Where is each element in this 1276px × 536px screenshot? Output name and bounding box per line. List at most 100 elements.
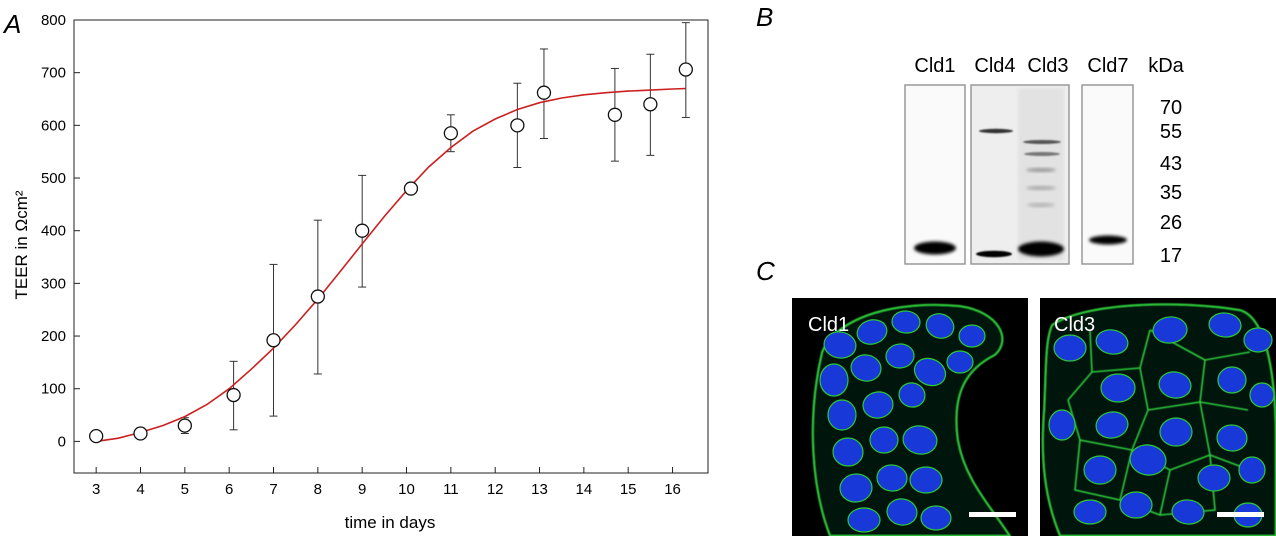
cell-nucleus: [1238, 456, 1266, 484]
data-point: [403, 181, 419, 196]
band-cld7: [1089, 235, 1127, 245]
band-cld3-upper2: [1024, 152, 1060, 156]
data-points: [89, 62, 693, 444]
cell-nucleus: [856, 319, 888, 345]
cell-nucleus: [885, 343, 915, 369]
y-axis-title: TEER in Ωcm²: [12, 190, 31, 299]
nuclei-left: [819, 310, 986, 533]
y-tick-label: 500: [41, 170, 66, 187]
x-tick-label: 11: [443, 481, 459, 498]
band-cld3-smear1: [1026, 168, 1056, 172]
x-tick-label: 13: [531, 481, 548, 498]
data-point: [226, 387, 241, 403]
marker-70: 70: [1160, 97, 1182, 119]
cell-nucleus: [886, 498, 918, 526]
x-tick-label: 10: [398, 481, 415, 498]
cell-nucleus: [1197, 464, 1231, 492]
data-point: [643, 97, 658, 112]
cell-nucleus: [1083, 455, 1117, 485]
lane-label-cld7: Cld7: [1087, 55, 1128, 77]
marker-35: 35: [1160, 182, 1182, 204]
cell-nucleus: [876, 464, 908, 492]
cell-nucleus: [958, 324, 986, 348]
cell-nucleus: [1129, 444, 1167, 476]
cell-nucleus: [1159, 417, 1193, 447]
micrograph-cld3: Cld3: [1040, 298, 1276, 536]
panel-label-a: A: [2, 9, 21, 39]
cell-nucleus: [1171, 499, 1205, 525]
cell-nucleus: [1216, 424, 1248, 452]
cell-nucleus: [902, 425, 938, 455]
y-tick-label: 0: [58, 433, 66, 450]
cell-membranes-right: [1067, 329, 1251, 517]
cell-nucleus: [832, 437, 864, 467]
cell-nucleus: [909, 466, 943, 494]
micrograph-label-cld1: Cld1: [808, 314, 849, 336]
error-bars: [92, 22, 690, 441]
cell-nucleus: [819, 363, 849, 397]
y-tick-label: 400: [41, 223, 66, 240]
cell-nucleus: [827, 399, 857, 431]
micrograph-cld1: Cld1: [792, 298, 1028, 536]
cell-nucleus: [1217, 366, 1247, 394]
marker-26: 26: [1160, 212, 1182, 234]
y-tick-label: 200: [41, 328, 66, 345]
band-cld3-upper1: [1023, 140, 1061, 144]
band-cld4-upper: [979, 128, 1013, 134]
cell-nucleus: [1095, 329, 1129, 355]
marker-17: 17: [1160, 245, 1182, 267]
cell-nucleus: [913, 357, 947, 387]
data-point: [443, 126, 459, 141]
x-axis-ticks: 3 4 5 6 7 8 9 10 11 12 13 14 15 16: [92, 467, 681, 498]
data-point: [536, 85, 552, 100]
scale-bar-left: [969, 512, 1016, 517]
kda-label: kDa: [1148, 55, 1184, 77]
x-tick-label: 7: [269, 481, 277, 498]
western-blot: Cld1 Cld4 Cld3 Cld7 kDa 70 55 43 35 26 1…: [904, 55, 1185, 267]
data-point: [510, 118, 525, 133]
x-tick-label: 3: [92, 481, 100, 498]
y-axis-ticks: 0 100 200 300 400 500 600 700 800: [41, 12, 80, 450]
cell-nucleus: [839, 473, 873, 503]
cell-nucleus: [920, 505, 952, 531]
cell-nucleus: [1048, 409, 1076, 441]
data-point: [607, 107, 623, 122]
cell-nucleus: [850, 354, 882, 382]
teer-chart: 3 4 5 6 7 8 9 10 11 12 13 14 15 16 0 100 200 300 400 500 60…: [12, 12, 709, 532]
y-tick-label: 800: [41, 12, 66, 29]
x-axis-title: time in days: [345, 513, 436, 532]
band-cld3-smear2: [1026, 186, 1056, 190]
data-point: [133, 426, 148, 441]
data-point: [355, 223, 370, 238]
blot-strip-cld7: [1081, 84, 1134, 265]
data-point: [678, 62, 693, 77]
x-tick-label: 8: [314, 481, 322, 498]
cell-nucleus: [862, 391, 894, 419]
cell-nucleus: [1243, 327, 1273, 353]
plot-frame: [73, 19, 709, 474]
cell-nucleus: [1073, 499, 1107, 525]
panel-label-b: B: [756, 2, 773, 32]
band-cld3-smear3: [1027, 203, 1055, 207]
lane-label-cld1: Cld1: [914, 55, 955, 77]
y-tick-label: 100: [41, 381, 66, 398]
nuclei-right: [1048, 312, 1275, 528]
micrograph-label-cld3: Cld3: [1054, 314, 1095, 336]
x-tick-label: 14: [576, 481, 593, 498]
x-tick-label: 5: [181, 481, 189, 498]
cell-nucleus: [1152, 316, 1188, 344]
data-point: [89, 428, 104, 444]
cell-nucleus: [847, 507, 881, 533]
data-point: [266, 333, 281, 348]
cell-nucleus: [1119, 491, 1153, 519]
scale-bar-right: [1217, 512, 1264, 517]
y-tick-label: 600: [41, 117, 66, 134]
cell-nucleus: [1095, 411, 1129, 439]
data-point: [310, 289, 325, 304]
lane-label-cld3: Cld3: [1027, 55, 1068, 77]
cell-nucleus: [1208, 312, 1242, 338]
cell-nucleus: [869, 426, 899, 454]
cell-nucleus: [823, 331, 857, 359]
cell-nucleus: [925, 313, 955, 339]
